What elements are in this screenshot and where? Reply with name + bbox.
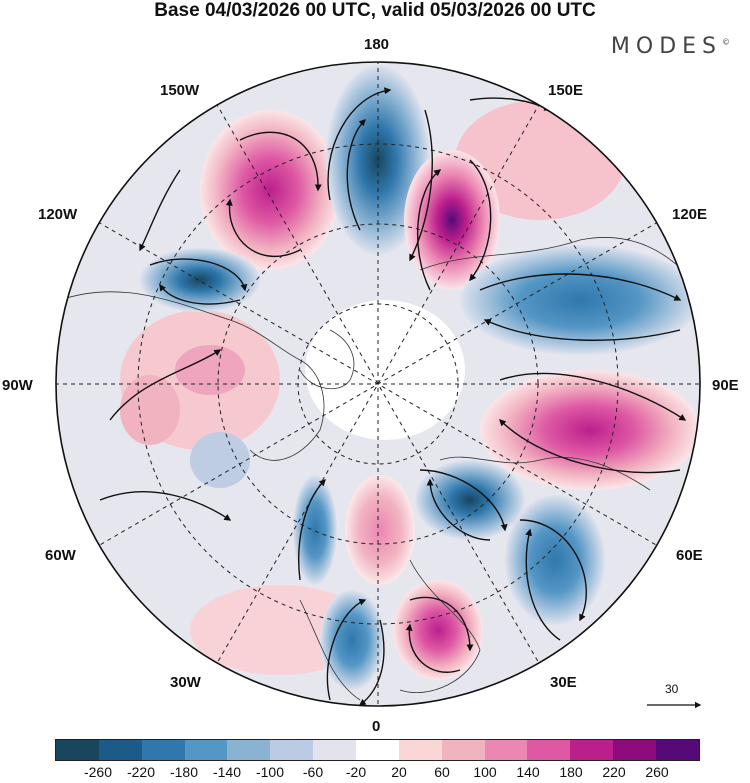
colorbar-tick-label: 180 [559, 764, 583, 780]
lon-label-30w: 30W [170, 674, 201, 691]
colorbar-tick-label: 140 [516, 764, 540, 780]
colorbar-swatch [570, 740, 614, 760]
colorbar-tick-label: -260 [83, 764, 113, 780]
pos-anomaly-80e [480, 370, 700, 490]
pos-anomaly-30e [393, 580, 483, 680]
pos-anomaly-90w [175, 345, 245, 395]
graticule [56, 62, 700, 706]
neg-anomaly-70w [190, 432, 250, 488]
lon-label-60e: 60E [676, 547, 703, 564]
colorbar-swatch [441, 740, 485, 760]
pos-anomaly-150w [200, 110, 340, 270]
colorbar-swatch [484, 740, 528, 760]
lon-label-120e: 120E [672, 206, 708, 223]
colorbar-swatch [398, 740, 442, 760]
neg-anomaly-100e [460, 245, 700, 355]
colorbar-swatch [313, 740, 357, 760]
colorbar-swatch [56, 740, 99, 760]
colorbar-swatch [356, 740, 399, 760]
pos-anomaly-10e [345, 475, 415, 585]
neg-anomaly-40w [293, 475, 337, 585]
colorbar-tick-label: -60 [302, 764, 324, 780]
lon-label-90w: 90W [2, 377, 33, 394]
lon-label-150e: 150E [548, 82, 584, 99]
colorbar-tick-label: -220 [126, 764, 156, 780]
lon-label-30e: 30E [550, 674, 577, 691]
pos-anomaly-95w [120, 375, 180, 445]
lon-label-60w: 60W [45, 547, 76, 564]
neg-anomaly-10w [320, 590, 384, 690]
colorbar-swatch [141, 740, 185, 760]
reference-vector: 30 [645, 682, 705, 722]
brand-mark: © [722, 37, 730, 47]
lon-label-180: 180 [364, 36, 390, 53]
colorbar-swatch [184, 740, 228, 760]
colorbar-tick-label: -20 [345, 764, 367, 780]
colorbar-tick-label: 220 [602, 764, 626, 780]
colorbar [55, 739, 700, 761]
lon-label-90e: 90E [712, 377, 739, 394]
colorbar-swatch [613, 740, 657, 760]
pole-neutral [305, 300, 465, 440]
colorbar-tick-label: -100 [255, 764, 285, 780]
colorbar-tick-label: -140 [212, 764, 242, 780]
colorbar-tick-label: 100 [473, 764, 497, 780]
reference-vector-label: 30 [665, 682, 679, 696]
lon-label-150w: 150W [160, 82, 200, 99]
colorbar-tick-label: 20 [391, 764, 407, 780]
colorbar-tick-label: 60 [434, 764, 450, 780]
map-boundary [55, 61, 701, 707]
colorbar-swatch [98, 740, 142, 760]
lon-label-0: 0 [372, 718, 381, 735]
brand-logo: MODES© [611, 34, 730, 59]
colorbar-tick-label: -180 [169, 764, 199, 780]
neg-anomaly-50e [415, 460, 525, 540]
colorbar-tick-label: 260 [645, 764, 669, 780]
brand-name: MODES [610, 34, 722, 59]
colorbar-swatch [227, 740, 271, 760]
colorbar-swatch [527, 740, 571, 760]
lon-label-120w: 120W [38, 206, 78, 223]
colorbar-swatch [656, 740, 699, 760]
anomaly-field [56, 62, 700, 706]
colorbar-swatch [270, 740, 314, 760]
map-title: Base 04/03/2026 00 UTC, valid 05/03/2026… [154, 0, 596, 21]
neg-anomaly-55e [505, 495, 605, 625]
colorbar-ticks: -260 -220 -180 -140 -100 -60 -20 20 60 100 140 180 2… [55, 764, 700, 782]
neg-anomaly-120w [140, 248, 260, 312]
